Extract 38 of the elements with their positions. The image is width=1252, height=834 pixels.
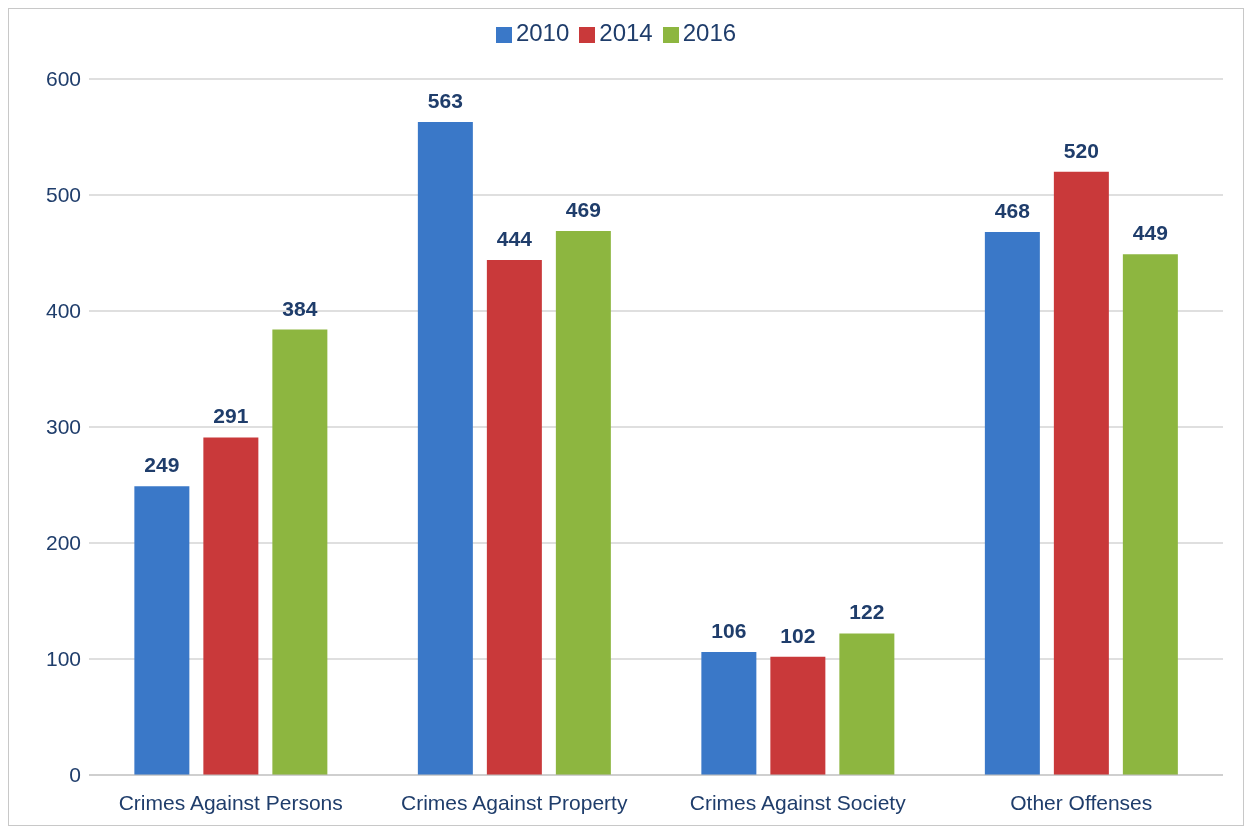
y-tick-label: 0 (69, 763, 81, 787)
data-label: 106 (711, 619, 747, 643)
data-label: 122 (849, 600, 885, 624)
y-tick-label: 300 (45, 415, 81, 439)
data-label: 449 (1132, 221, 1168, 245)
data-label: 469 (565, 197, 601, 221)
data-label: 249 (144, 453, 180, 477)
legend-label: 2016 (682, 19, 737, 46)
legend-label: 2014 (599, 19, 653, 46)
bar (272, 329, 328, 775)
data-label: 291 (213, 404, 249, 428)
y-tick-label: 600 (45, 67, 81, 91)
bar (555, 230, 611, 775)
bar (984, 232, 1040, 775)
bar (701, 652, 757, 775)
x-tick-label: Crimes Against Society (689, 790, 907, 814)
data-label: 520 (1063, 138, 1099, 162)
data-label: 444 (496, 226, 533, 250)
x-tick-label: Crimes Against Persons (118, 790, 343, 814)
x-tick-label: Crimes Against Property (401, 790, 628, 814)
bar (839, 633, 895, 775)
bar (203, 437, 259, 775)
x-tick-label: Other Offenses (1010, 790, 1153, 814)
data-label: 384 (282, 296, 318, 320)
bar (417, 121, 473, 775)
data-label: 563 (427, 88, 463, 112)
bar (770, 656, 826, 775)
bar (1053, 171, 1109, 775)
y-tick-label: 500 (45, 183, 81, 207)
bar (486, 259, 542, 775)
y-tick-label: 200 (45, 531, 81, 555)
data-label: 102 (780, 623, 816, 647)
legend-label: 2010 (515, 19, 570, 46)
bar (1122, 254, 1178, 775)
y-tick-label: 400 (45, 299, 81, 323)
data-label: 468 (994, 199, 1031, 223)
bar (134, 486, 190, 775)
y-tick-label: 100 (45, 647, 81, 671)
